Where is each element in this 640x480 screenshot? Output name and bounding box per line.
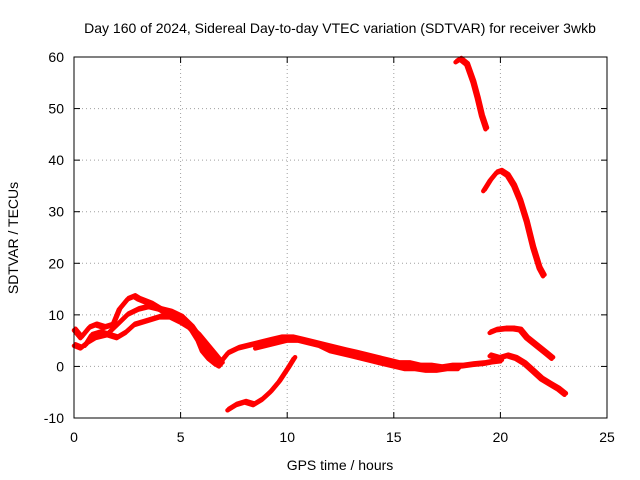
series-track-6-markers: [226, 354, 298, 412]
y-tick-label: 20: [48, 255, 64, 271]
grid: [74, 57, 607, 418]
x-tick-label: 10: [279, 429, 295, 445]
x-tick-label: 0: [70, 429, 78, 445]
series-track-8-markers: [482, 167, 547, 277]
y-tick-label: -10: [44, 410, 64, 426]
plot-frame: [73, 56, 608, 419]
series-track-3-markers: [83, 313, 225, 365]
y-tick-label: 60: [48, 49, 64, 65]
x-tick-labels: 0 5 10 15 20 25: [70, 429, 615, 445]
series-track-4-markers: [218, 334, 505, 369]
y-tick-labels: -10 0 10 20 30 40 50 60: [44, 49, 64, 426]
y-tick-label: 50: [48, 101, 64, 117]
x-axis-label: GPS time / hours: [287, 457, 394, 473]
y-tick-label: 10: [48, 307, 64, 323]
y-tick-label: 40: [48, 152, 64, 168]
chart-title: Day 160 of 2024, Sidereal Day-to-day VTE…: [84, 20, 596, 36]
y-tick-label: 0: [56, 358, 64, 374]
x-tick-label: 20: [493, 429, 509, 445]
series-track-10-markers: [488, 352, 569, 396]
x-tick-label: 5: [177, 429, 185, 445]
y-tick-label: 30: [48, 204, 64, 220]
series-track-9-markers: [488, 325, 556, 360]
series-track-5-markers: [254, 336, 462, 372]
ticks: [73, 56, 608, 419]
series-track-7-markers: [454, 55, 490, 130]
series-layer: [71, 55, 569, 413]
x-tick-label: 15: [386, 429, 402, 445]
x-tick-label: 25: [599, 429, 615, 445]
y-axis-label: SDTVAR / TECUs: [5, 182, 21, 294]
series-track-9: [487, 327, 554, 361]
series-track-8: [481, 169, 546, 279]
